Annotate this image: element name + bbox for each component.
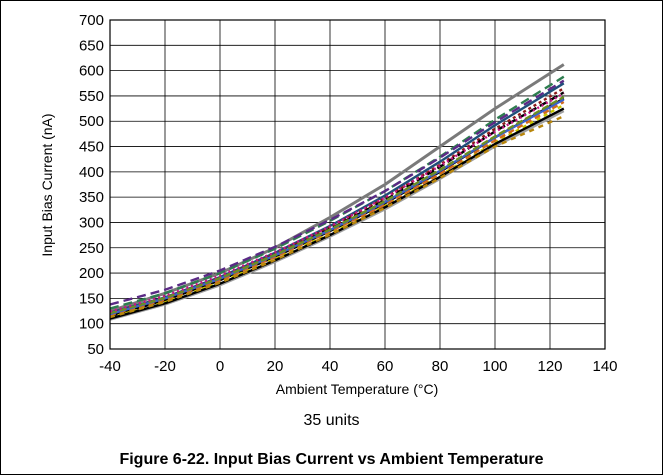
series-line: [109, 107, 565, 320]
y-tick-label: 50: [87, 341, 104, 358]
y-tick-label: 300: [79, 214, 104, 231]
series-line: [109, 115, 565, 319]
x-axis-title: Ambient Temperature (°C): [276, 381, 439, 397]
y-tick-label: 350: [79, 189, 104, 206]
y-tick-label: 550: [79, 88, 104, 105]
series-line: [109, 103, 565, 319]
y-axis-title: Input Bias Current (nA): [39, 113, 55, 256]
y-tick-label: 200: [79, 265, 104, 282]
x-tick-label: 0: [216, 358, 224, 375]
x-tick-label: 120: [537, 358, 562, 375]
y-tick-label: 400: [79, 164, 104, 181]
x-tick-label: 40: [322, 358, 339, 375]
y-tick-label: 600: [79, 63, 104, 80]
y-tick-label: 500: [79, 113, 104, 130]
series-line: [109, 95, 565, 315]
y-tick-label: 650: [79, 37, 104, 54]
x-tick-label: 140: [592, 358, 617, 375]
y-tick-label: 250: [79, 240, 104, 257]
x-tick-label: 100: [482, 358, 507, 375]
series-line: [109, 92, 565, 313]
series-line: [109, 75, 565, 310]
chart: -40 -20 0 20 40 60 80 100 120 140 50 100 150 200 250 3…: [39, 12, 618, 397]
plot-border: [109, 19, 606, 350]
units-note: 35 units: [303, 412, 360, 429]
y-tick-label: 700: [79, 12, 104, 29]
figure-caption: Figure 6-22. Input Bias Current vs Ambie…: [119, 451, 544, 468]
x-tick-label: 20: [267, 358, 284, 375]
x-tick-label: -40: [99, 358, 121, 375]
y-tick-label: 100: [79, 316, 104, 333]
y-tick-label: 450: [79, 139, 104, 156]
y-tick-labels: 50 100 150 200 250 300 350 400 450 500 550 600 650 70…: [79, 12, 104, 358]
series-line: [109, 100, 565, 317]
x-tick-label: 60: [377, 358, 394, 375]
x-tick-labels: -40 -20 0 20 40 60 80 100 120 140: [99, 358, 617, 375]
y-tick-label: 150: [79, 290, 104, 307]
series-lines: [109, 63, 565, 321]
series-line: [109, 79, 565, 306]
x-tick-label: -20: [154, 358, 176, 375]
x-tick-label: 80: [432, 358, 449, 375]
plot-area: [110, 20, 605, 349]
